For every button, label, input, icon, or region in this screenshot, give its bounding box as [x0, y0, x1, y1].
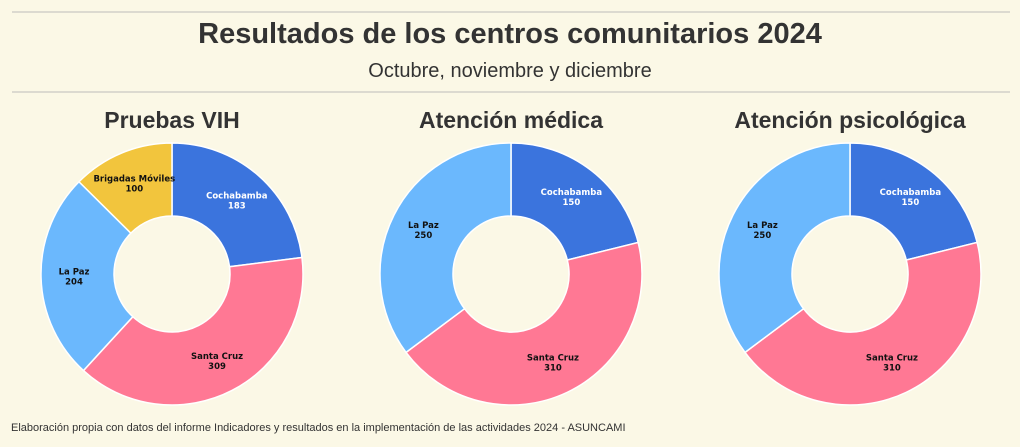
slice-value-brigadas-moviles: 100 — [125, 185, 143, 195]
chart-subtitle: Octubre, noviembre y diciembre — [368, 60, 652, 82]
donut-slice-cochabamba — [849, 142, 979, 261]
slice-label-santa-cruz: Santa Cruz — [191, 352, 243, 362]
slice-label-santa-cruz: Santa Cruz — [866, 354, 918, 364]
slice-value-santa-cruz: 310 — [544, 364, 562, 374]
slice-value-cochabamba: 150 — [562, 198, 580, 208]
donut-slice-la-paz — [379, 142, 512, 354]
slice-value-santa-cruz: 310 — [883, 364, 901, 374]
slice-value-la-paz: 250 — [415, 231, 433, 241]
slice-value-cochabamba: 150 — [901, 198, 919, 208]
header-divider — [12, 91, 1010, 93]
donut-slice-brigadas-moviles — [77, 142, 173, 235]
source-note: Elaboración propia con datos del informe… — [11, 422, 626, 434]
slice-value-la-paz: 204 — [65, 277, 83, 287]
top-divider — [12, 11, 1010, 13]
slice-label-santa-cruz: Santa Cruz — [527, 354, 579, 364]
slice-label-la-paz: La Paz — [747, 221, 778, 231]
slice-label-cochabamba: Cochabamba — [541, 188, 603, 198]
slice-value-cochabamba: 183 — [228, 201, 246, 211]
chart-title: Resultados de los centros comunitarios 2… — [198, 18, 822, 50]
donut-panel-pruebas-vih: Pruebas VIH Cochabamba 183 Santa Cruz 309 La… — [2, 104, 342, 410]
donut-slice-cochabamba — [510, 142, 640, 261]
slice-label-la-paz: La Paz — [59, 267, 90, 277]
slice-label-brigadas-moviles: Brigadas Móviles — [93, 174, 175, 185]
slice-label-cochabamba: Cochabamba — [880, 188, 942, 198]
donut-title: Pruebas VIH — [104, 107, 240, 133]
donut-title: Atención psicológica — [734, 107, 966, 133]
slice-label-cochabamba: Cochabamba — [206, 191, 268, 201]
slice-value-la-paz: 250 — [754, 231, 772, 241]
donut-slice-santa-cruz — [743, 241, 982, 406]
slice-label-la-paz: La Paz — [408, 221, 439, 231]
donut-panel-atencion-medica: Atención médica Cochabamba 150 Santa Cruz 3… — [341, 104, 681, 410]
donut-slice-la-paz — [718, 142, 851, 354]
donut-slice-santa-cruz — [82, 256, 304, 406]
donut-slice-santa-cruz — [404, 241, 643, 406]
donut-title: Atención médica — [418, 107, 604, 133]
donut-slice-cochabamba — [171, 142, 303, 268]
donut-slice-la-paz — [40, 180, 134, 372]
donut-panel-atencion-psicologica: Atención psicológica Cochabamba 150 Santa … — [680, 104, 1020, 410]
slice-value-santa-cruz: 309 — [208, 362, 226, 372]
